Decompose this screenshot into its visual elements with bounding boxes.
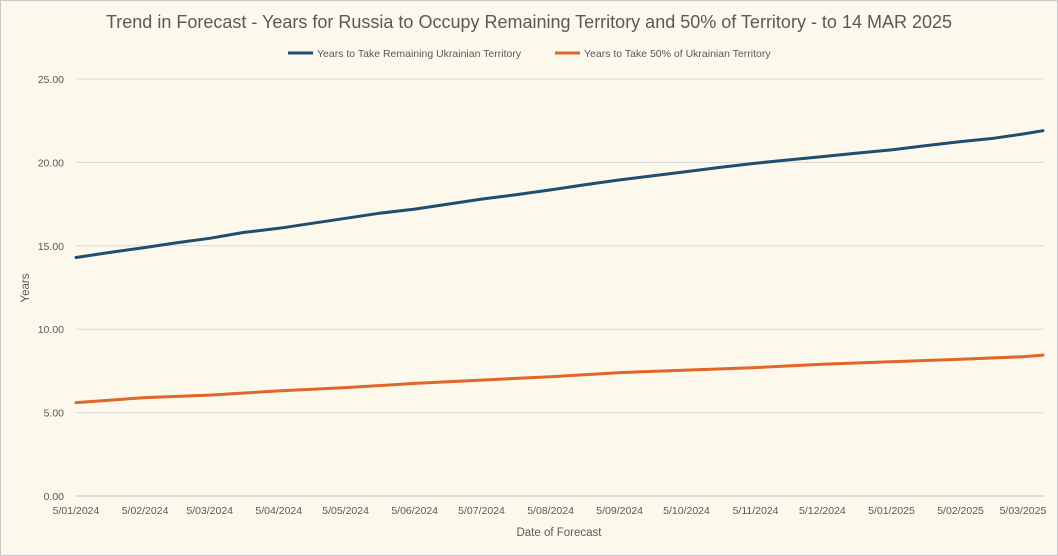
y-tick-label: 15.00 xyxy=(38,241,64,253)
y-axis-ticks: 0.00 5.00 10.00 15.00 20.00 25.00 xyxy=(38,74,64,503)
chart-title: Trend in Forecast - Years for Russia to … xyxy=(106,12,952,32)
x-tick-label: 5/01/2025 xyxy=(868,505,915,517)
legend-label-fifty-percent: Years to Take 50% of Ukrainian Territory xyxy=(584,48,771,60)
x-tick-label: 5/03/2025 xyxy=(1000,505,1047,517)
x-tick-label: 5/03/2024 xyxy=(186,505,233,517)
x-axis-ticks: 5/01/2024 5/02/2024 5/03/2024 5/04/2024 5/05… xyxy=(53,505,1047,517)
gridlines xyxy=(76,78,1043,497)
series-lines xyxy=(74,129,1045,405)
x-tick-label: 5/12/2024 xyxy=(799,505,846,517)
x-tick-label: 5/07/2024 xyxy=(458,505,505,517)
x-tick-label: 5/10/2024 xyxy=(663,505,710,517)
x-tick-label: 5/08/2024 xyxy=(527,505,574,517)
x-tick-label: 5/05/2024 xyxy=(322,505,369,517)
series-line-0 xyxy=(74,129,1045,259)
x-tick-label: 5/09/2024 xyxy=(596,505,643,517)
x-tick-label: 5/06/2024 xyxy=(391,505,438,517)
legend-label-remaining: Years to Take Remaining Ukrainian Territ… xyxy=(317,48,522,60)
y-axis-title: Years xyxy=(20,273,32,302)
y-tick-label: 20.00 xyxy=(38,157,64,169)
x-axis-title: Date of Forecast xyxy=(516,527,602,539)
x-tick-label: 5/11/2024 xyxy=(733,505,779,517)
x-tick-label: 5/04/2024 xyxy=(255,505,302,517)
x-tick-label: 5/01/2024 xyxy=(53,505,100,517)
y-tick-label: 0.00 xyxy=(44,491,65,503)
y-tick-label: 5.00 xyxy=(44,408,65,420)
x-tick-label: 5/02/2025 xyxy=(937,505,984,517)
y-tick-label: 10.00 xyxy=(38,324,64,336)
x-tick-label: 5/02/2024 xyxy=(122,505,169,517)
y-tick-label: 25.00 xyxy=(38,74,64,86)
legend: Years to Take Remaining Ukrainian Territ… xyxy=(288,48,771,60)
series-line-1 xyxy=(74,353,1045,405)
